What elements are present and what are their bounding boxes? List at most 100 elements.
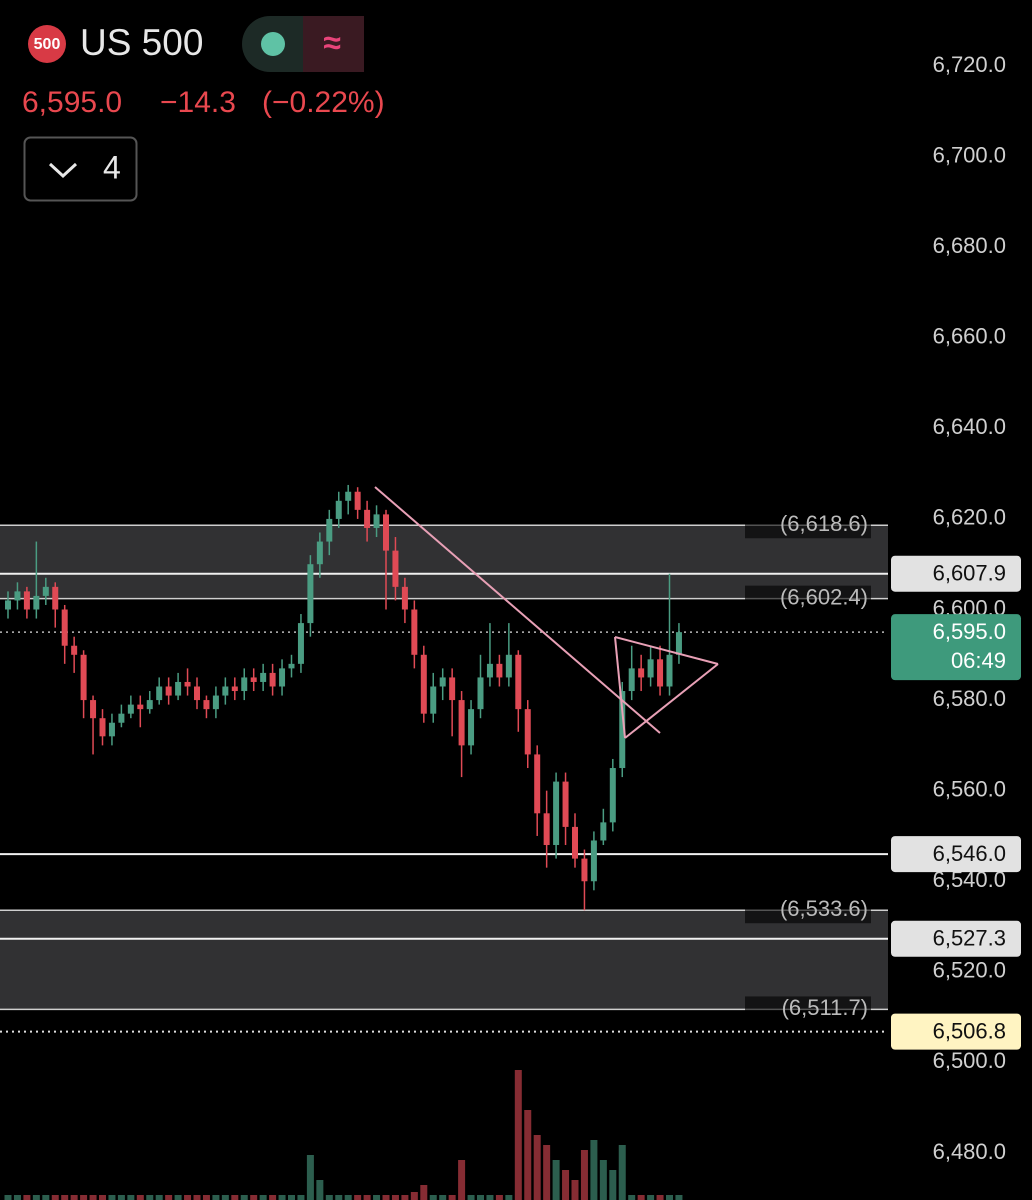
price: 6,595.0 — [22, 86, 122, 119]
y-tick-label: 6,720.0 — [933, 52, 1006, 77]
volume-bar — [146, 1195, 154, 1200]
candle-body — [165, 686, 172, 696]
volume-bar — [193, 1195, 201, 1200]
countdown: 06:49 — [951, 648, 1006, 673]
volume-bar — [80, 1195, 88, 1200]
volume-bar — [552, 1160, 560, 1200]
volume-bar — [448, 1195, 456, 1200]
volume-bar — [495, 1195, 503, 1200]
candle-body — [146, 700, 153, 710]
candle-body — [638, 668, 645, 678]
symbol[interactable]: US 500 — [80, 22, 203, 63]
volume-bar — [259, 1195, 267, 1200]
candle-body — [524, 709, 531, 755]
volume-bar — [61, 1195, 69, 1200]
badge-text: 500 — [34, 36, 61, 53]
volume-bar — [363, 1195, 371, 1200]
candle-body — [647, 659, 654, 678]
candle-body — [515, 654, 522, 710]
volume-bar — [184, 1195, 192, 1200]
level-label: (6,618.6) — [780, 511, 868, 536]
candle-body — [231, 686, 238, 692]
candle-body — [52, 586, 59, 610]
candle-body — [401, 586, 408, 610]
candle-body — [345, 491, 352, 501]
change-pct: (−0.22%) — [262, 86, 385, 119]
last-price-label: 6,595.0 — [933, 619, 1006, 644]
trendline — [374, 486, 661, 734]
volume-bar — [580, 1150, 588, 1200]
volume-bar — [675, 1195, 683, 1200]
volume-bar — [467, 1195, 475, 1200]
candle-body — [496, 663, 503, 678]
candle-body — [99, 718, 106, 737]
volume-bar — [458, 1160, 466, 1200]
volume-bar — [344, 1195, 352, 1200]
candle-body — [316, 541, 323, 565]
candle-body — [288, 663, 295, 669]
triangle-upper — [614, 636, 719, 665]
y-tick-label: 6,560.0 — [933, 776, 1006, 801]
y-tick-label: 6,700.0 — [933, 142, 1006, 167]
marker-box — [891, 920, 1021, 957]
volume-bar — [297, 1195, 305, 1200]
level-label-bg — [745, 996, 871, 1023]
candle-body — [156, 686, 163, 701]
candle-body — [260, 672, 267, 682]
triangle-side — [614, 636, 626, 739]
volume-bar — [42, 1195, 50, 1200]
candle-body — [42, 586, 49, 596]
candle-body — [609, 768, 616, 823]
candle-body — [619, 691, 626, 769]
volume-bar — [562, 1170, 570, 1200]
volume-bar — [410, 1192, 418, 1200]
triangle-lower — [624, 663, 719, 739]
header: 500 US 500 ≈ 6,595.0 −14.3 (−0.22%) 4 — [22, 16, 385, 202]
marker-box — [891, 836, 1021, 873]
candle-body — [80, 654, 87, 701]
candle-body — [657, 659, 664, 687]
candle-body — [222, 686, 229, 696]
y-tick-label: 6,520.0 — [933, 958, 1006, 983]
volume-bar — [212, 1195, 220, 1200]
y-tick-label: 6,620.0 — [933, 505, 1006, 530]
last-price-box — [891, 614, 1021, 681]
candle-body — [439, 677, 446, 687]
y-tick-label: 6,640.0 — [933, 414, 1006, 439]
candle-body — [127, 704, 134, 714]
volume-bar — [486, 1195, 494, 1200]
candle-body — [33, 595, 40, 610]
candle-body — [250, 677, 257, 682]
candle-body — [562, 781, 569, 827]
volume-bar — [439, 1195, 447, 1200]
indicator-button[interactable] — [23, 136, 138, 202]
volume-bar — [117, 1195, 125, 1200]
volume-bar — [590, 1140, 598, 1200]
candle-body — [241, 677, 248, 692]
volume-bar — [288, 1195, 295, 1200]
volume-bar — [202, 1195, 210, 1200]
volume-bar — [231, 1195, 239, 1200]
candle-body — [203, 700, 210, 710]
candle-body — [297, 623, 304, 664]
candle-body — [335, 500, 342, 519]
candle-body — [212, 695, 219, 710]
drawings — [374, 486, 719, 739]
volume-bar — [316, 1180, 324, 1200]
volume-bar — [108, 1195, 116, 1200]
level-label-bg — [745, 585, 871, 612]
volume-bar — [666, 1195, 673, 1200]
volume-bar — [240, 1195, 248, 1200]
volume-bar — [618, 1145, 626, 1200]
volume-bar — [373, 1195, 381, 1200]
candle-body — [392, 550, 399, 587]
candle-body — [543, 813, 550, 846]
volume-bar — [325, 1195, 333, 1200]
candle-body — [364, 509, 371, 528]
volume-bar — [401, 1195, 409, 1200]
marker-label: 6,506.8 — [933, 1018, 1006, 1043]
volume-bar — [13, 1195, 21, 1200]
level-label: (6,533.6) — [780, 896, 868, 921]
marker-box — [891, 1013, 1021, 1050]
candle-body — [5, 600, 11, 610]
